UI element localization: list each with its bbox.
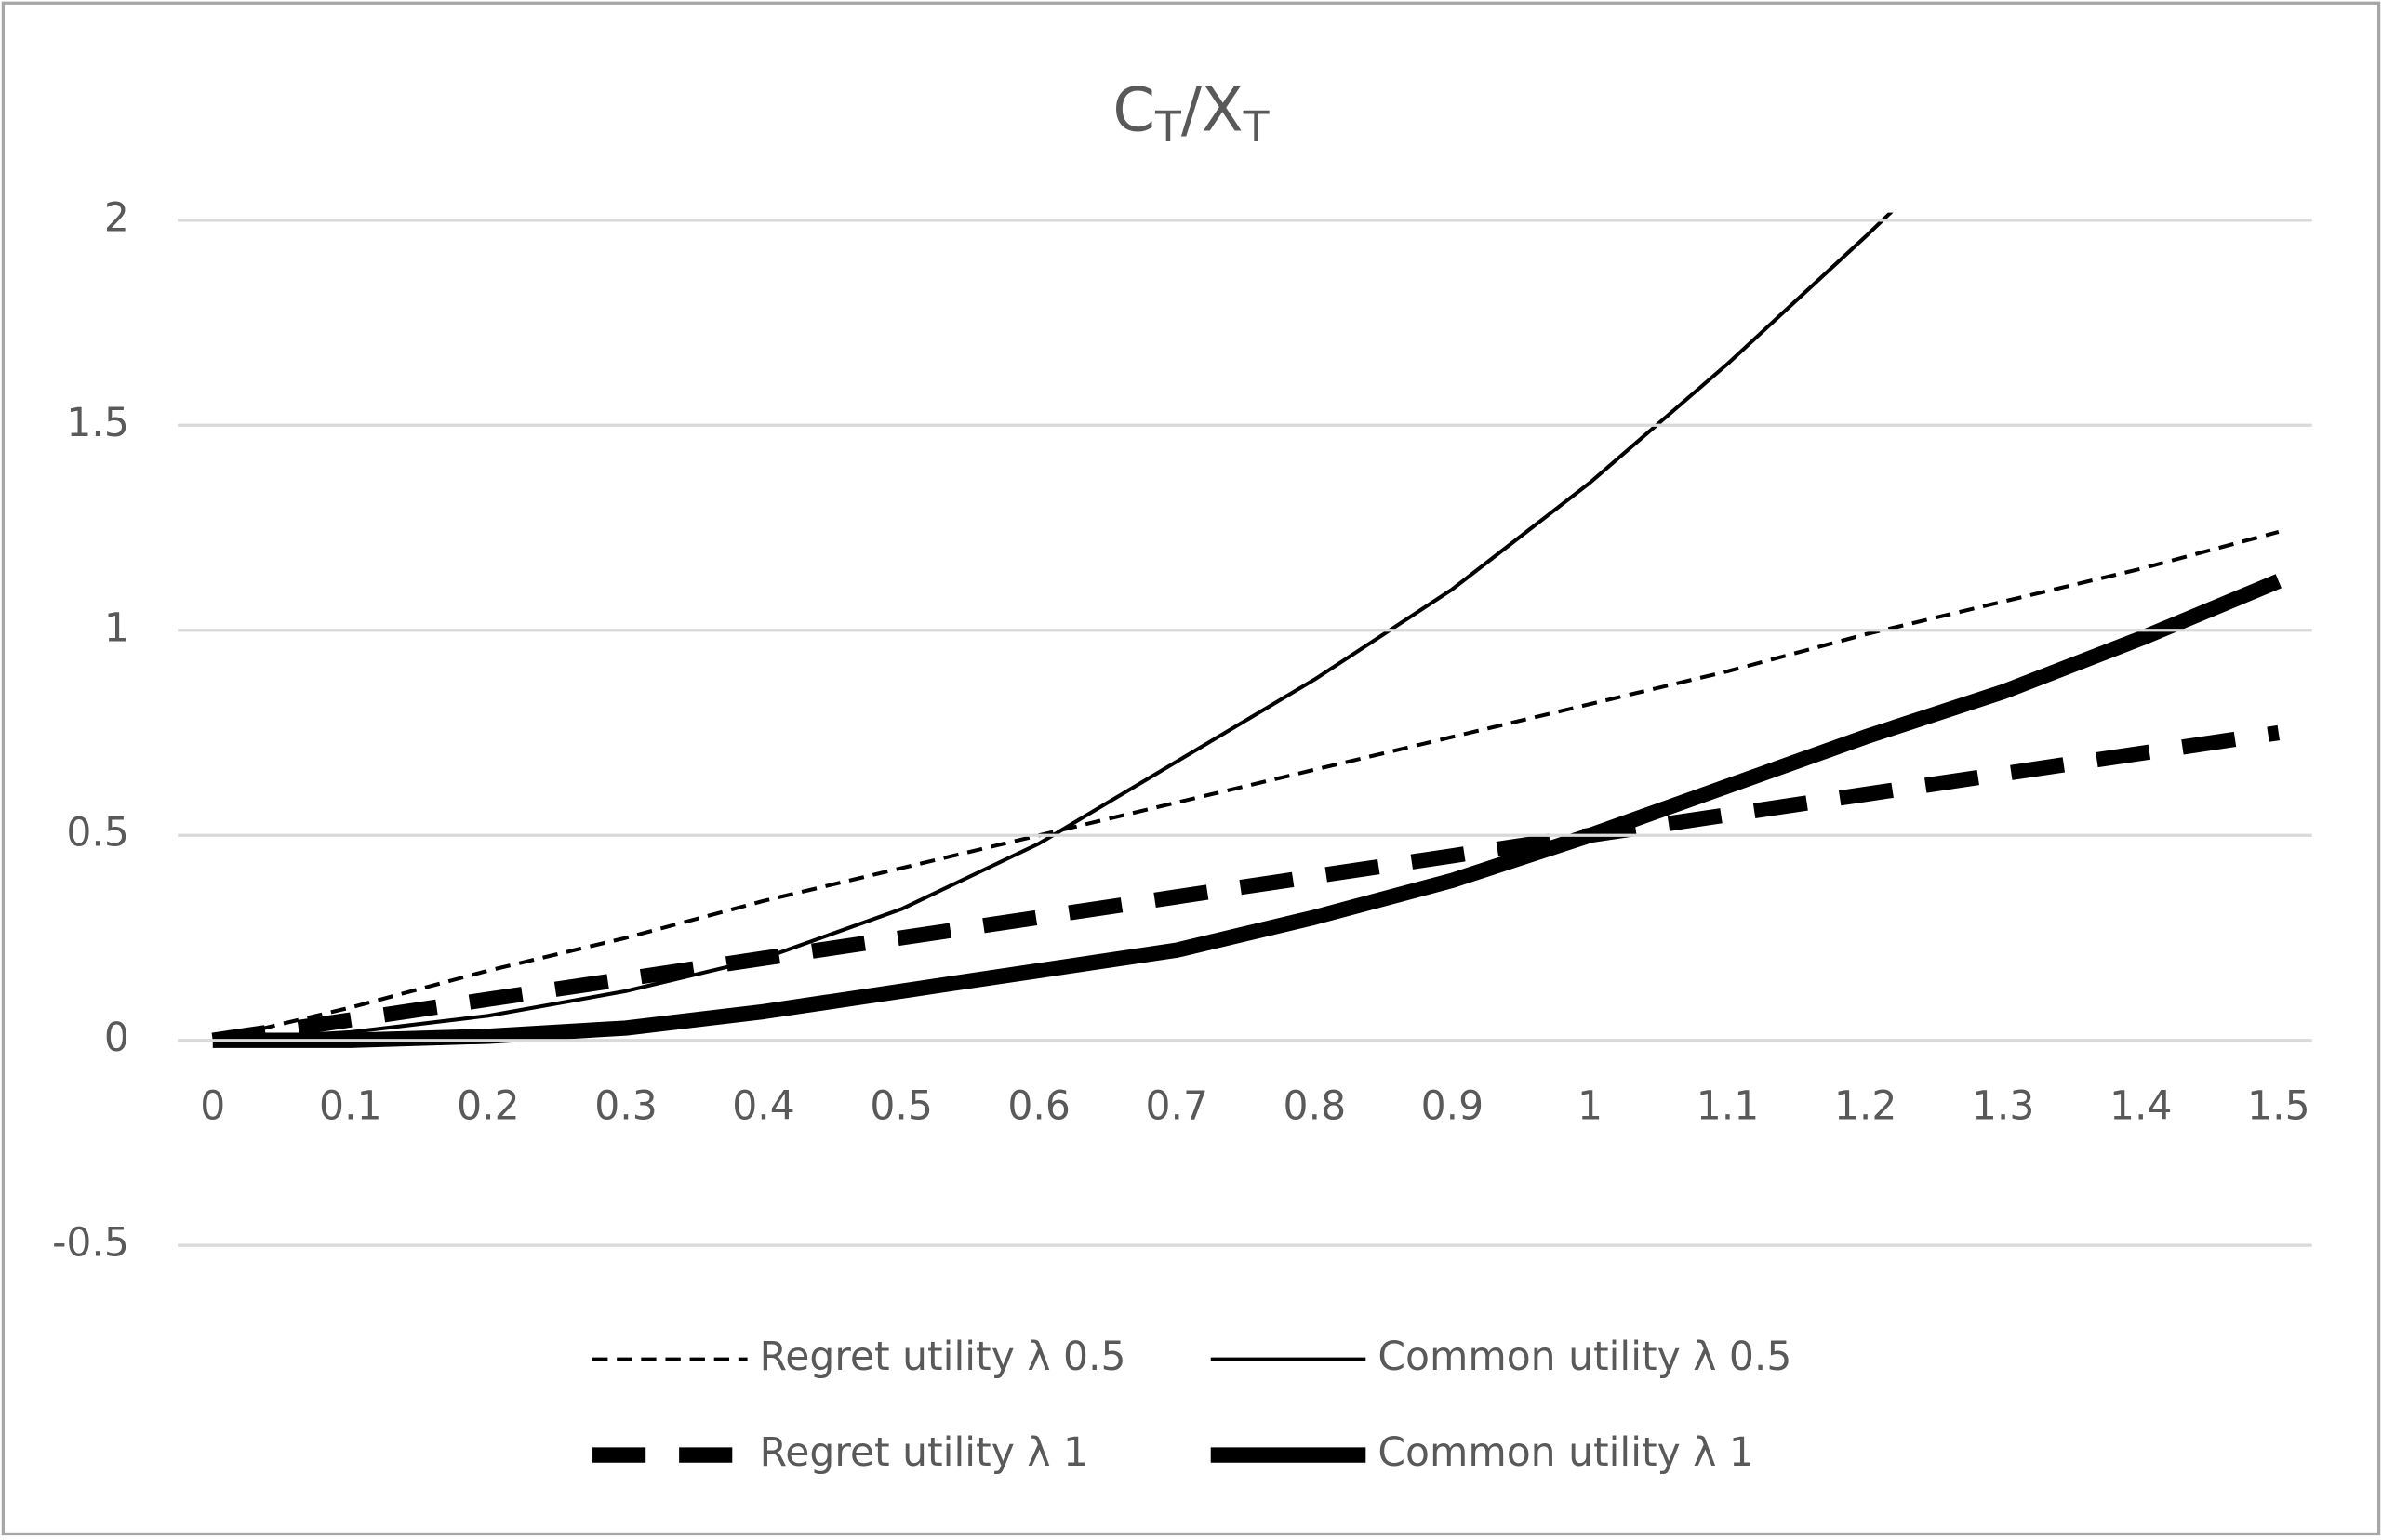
x-tick-label: 0.3 [594,1084,658,1130]
x-tick-label: 1.4 [2109,1084,2173,1130]
x-tick-label: 1.5 [2247,1084,2310,1130]
chart-title: CT/XT [1112,75,1270,152]
x-tick-label: 0.5 [870,1084,933,1130]
series-line [212,529,2280,1042]
y-tick-label: -0.5 [52,1221,129,1267]
series-line [212,574,2282,1048]
x-tick-label: 1.1 [1697,1084,1760,1130]
x-tick-label: 0.1 [319,1084,382,1130]
x-tick-label: 0.4 [732,1084,795,1130]
x-tick-label: 0.7 [1145,1084,1208,1130]
legend-label: Regret utility λ 0.5 [760,1334,1126,1380]
x-tick-label: 0.2 [457,1084,520,1130]
legend-label: Common utility λ 0.5 [1377,1334,1791,1380]
x-tick-label: 0.9 [1421,1084,1484,1130]
series-line [211,724,2281,1048]
y-tick-label: 1.5 [66,401,129,446]
plot-area [211,212,2282,1048]
y-tick-label: 0.5 [66,811,129,856]
y-tick-label: 0 [104,1016,129,1061]
title-sub: T [1243,101,1271,151]
legend-label: Regret utility λ 1 [760,1430,1088,1476]
x-tick-label: 1.3 [1972,1084,2035,1130]
x-tick-label: 1 [1577,1084,1603,1130]
title-part: /X [1181,75,1244,146]
x-tick-label: 0.6 [1007,1084,1071,1130]
series-line [212,212,1894,1042]
y-tick-label: 1 [104,605,129,651]
title-sub: T [1154,101,1182,151]
legend-label: Common utility λ 1 [1377,1430,1754,1476]
x-tick-label: 1.2 [1834,1084,1897,1130]
y-tick-label: 2 [104,195,129,241]
x-tick-label: 0 [200,1084,225,1130]
title-part: C [1112,75,1155,146]
x-tick-label: 0.8 [1284,1084,1347,1130]
